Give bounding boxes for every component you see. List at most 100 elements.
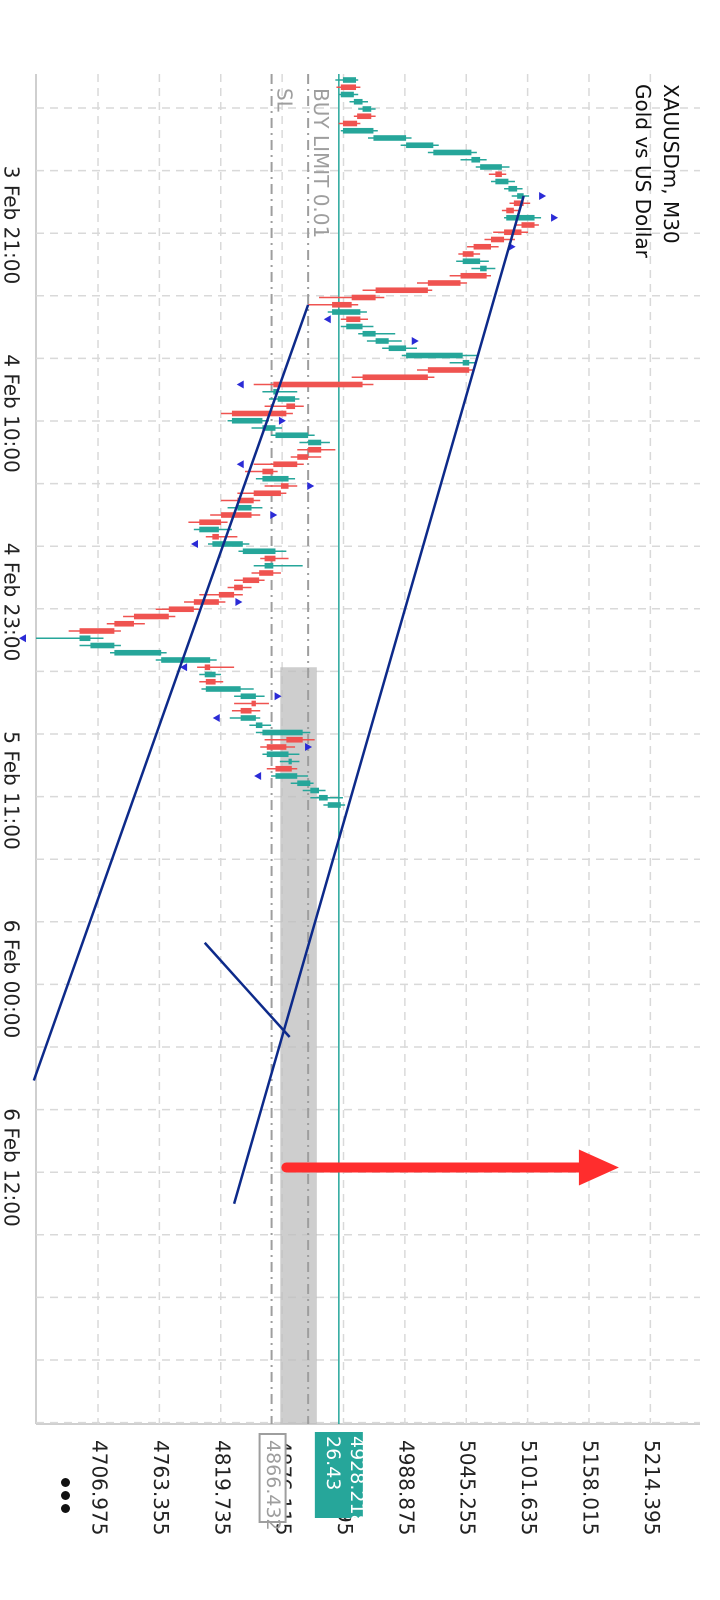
candle bbox=[449, 359, 476, 366]
price-tick-label: 4763.355 bbox=[149, 1440, 173, 1535]
candle bbox=[460, 156, 487, 163]
buy-limit-label: BUY LIMIT 0.01 bbox=[309, 88, 333, 238]
fractal-up-marker bbox=[539, 192, 547, 200]
date-label: 4 Feb 23:00 bbox=[0, 543, 24, 662]
candle bbox=[221, 410, 293, 417]
date-label: 6 Feb 00:00 bbox=[0, 920, 24, 1039]
candle-body bbox=[264, 555, 276, 562]
candle bbox=[260, 555, 289, 562]
candle bbox=[227, 584, 252, 591]
channel-line bbox=[32, 304, 310, 1081]
candle bbox=[323, 802, 346, 808]
candle bbox=[253, 562, 303, 569]
current-price-tag bbox=[314, 1432, 363, 1518]
current-price-value: 4928.218 bbox=[346, 1436, 368, 1527]
candle-body bbox=[517, 193, 524, 199]
date-label: 4 Feb 10:00 bbox=[0, 354, 24, 473]
candle bbox=[193, 526, 232, 533]
candle-body bbox=[199, 526, 219, 533]
candle-body bbox=[513, 200, 524, 207]
candle-body bbox=[327, 802, 341, 808]
candle-body bbox=[471, 156, 481, 163]
candle bbox=[279, 758, 300, 765]
candle-body bbox=[275, 432, 309, 439]
fractal-down-marker bbox=[190, 540, 198, 548]
candle bbox=[255, 475, 296, 482]
candle bbox=[210, 512, 261, 518]
order-zone bbox=[280, 667, 317, 1424]
fractal-down-marker bbox=[19, 634, 26, 643]
candle-body bbox=[508, 185, 518, 192]
candle-body bbox=[427, 367, 470, 373]
candle-body bbox=[262, 468, 274, 475]
current-price-countdown: 26.43 bbox=[322, 1436, 344, 1490]
candle bbox=[471, 265, 496, 272]
candle bbox=[427, 149, 477, 156]
candle-body bbox=[205, 678, 216, 685]
candle bbox=[255, 729, 311, 736]
candle-body bbox=[473, 243, 492, 250]
fractal-up-marker bbox=[411, 337, 419, 345]
candle-body bbox=[79, 628, 115, 634]
more-dots-icon[interactable] bbox=[52, 1474, 78, 1526]
candle-body bbox=[218, 591, 235, 598]
candle-body bbox=[362, 374, 428, 381]
candle-body bbox=[353, 98, 363, 105]
candle-body bbox=[266, 744, 287, 750]
candle bbox=[253, 461, 304, 468]
candle bbox=[155, 606, 200, 613]
candle-body bbox=[506, 207, 514, 214]
candle bbox=[336, 84, 361, 91]
candle bbox=[458, 251, 481, 257]
candle bbox=[123, 613, 176, 620]
candle bbox=[299, 439, 330, 446]
price-tick-label: 5158.015 bbox=[578, 1440, 602, 1535]
candle-body bbox=[273, 381, 363, 388]
candle bbox=[271, 432, 315, 439]
candle-body bbox=[275, 773, 298, 779]
candle-body bbox=[212, 541, 243, 547]
candle bbox=[362, 287, 433, 294]
candle-body bbox=[90, 642, 115, 649]
candle bbox=[338, 91, 359, 98]
candle-body bbox=[319, 794, 328, 801]
candle bbox=[349, 98, 368, 105]
candle-body bbox=[240, 707, 252, 714]
candle bbox=[205, 533, 238, 540]
candle-body bbox=[255, 722, 263, 729]
fractal-up-marker bbox=[551, 213, 559, 222]
candle-body bbox=[277, 396, 296, 402]
candle bbox=[251, 425, 283, 431]
candle-body bbox=[242, 548, 276, 555]
fractal-down-marker bbox=[236, 460, 244, 469]
candle bbox=[199, 678, 224, 685]
candle-body bbox=[221, 512, 252, 518]
candle bbox=[308, 301, 359, 308]
candle bbox=[504, 214, 542, 221]
candle bbox=[366, 338, 402, 344]
price-tick-label: 4819.735 bbox=[210, 1440, 234, 1535]
chart-title: XAUUSDm, M30 bbox=[659, 84, 683, 244]
candle bbox=[358, 106, 376, 112]
candle-body bbox=[297, 780, 311, 787]
candle bbox=[327, 309, 367, 315]
candle-body bbox=[462, 251, 474, 257]
channel-line bbox=[203, 941, 291, 1038]
candle bbox=[514, 222, 539, 228]
candle-body bbox=[297, 454, 309, 460]
candle-body bbox=[342, 127, 374, 134]
candle-body bbox=[275, 765, 292, 772]
candle bbox=[493, 229, 529, 236]
candle-body bbox=[427, 280, 461, 286]
candle bbox=[36, 635, 104, 642]
candle-body bbox=[462, 359, 470, 366]
candle-body bbox=[495, 171, 502, 178]
candle bbox=[221, 497, 261, 504]
fractal-down-marker bbox=[180, 663, 188, 672]
candle bbox=[501, 207, 521, 214]
price-tick-label: 5045.255 bbox=[456, 1440, 480, 1535]
candle-body bbox=[308, 439, 322, 446]
candle bbox=[511, 193, 530, 199]
